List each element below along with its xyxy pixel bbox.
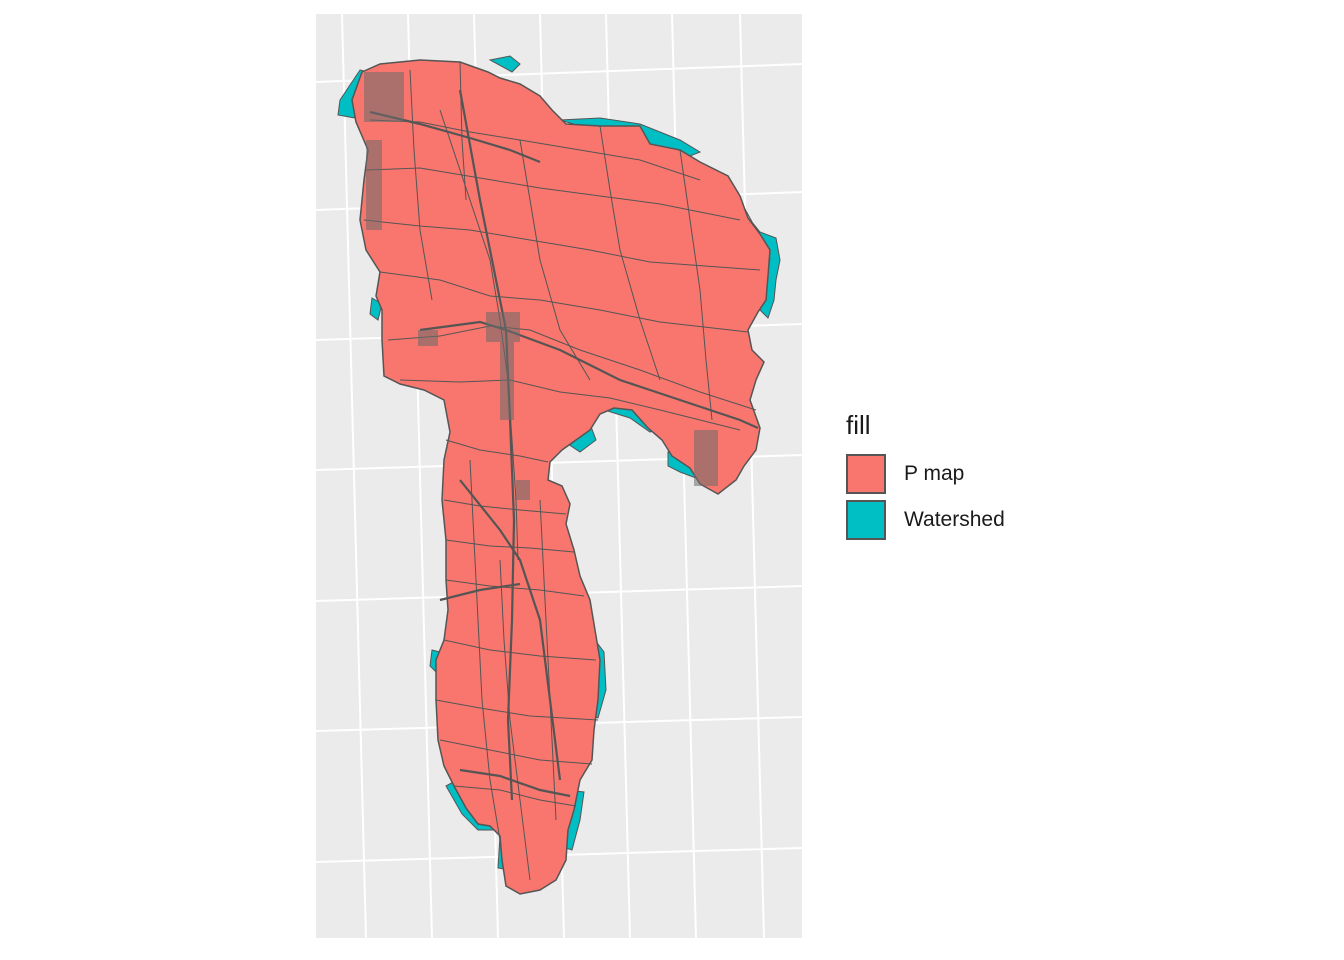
legend-key-p-map	[846, 454, 886, 494]
legend-label: Watershed	[904, 508, 1005, 531]
p-map-layer	[351, 59, 771, 895]
legend-item-p-map[interactable]: P map	[846, 451, 1005, 497]
legend-item-watershed[interactable]: Watershed	[846, 497, 1005, 543]
p-map-polygon[interactable]	[351, 59, 771, 895]
legend: fill P map Watershed	[846, 410, 1005, 543]
legend-key-watershed	[846, 500, 886, 540]
settlement-areas	[364, 72, 718, 500]
legend-title: fill	[846, 410, 871, 440]
legend-label: P map	[904, 462, 965, 485]
